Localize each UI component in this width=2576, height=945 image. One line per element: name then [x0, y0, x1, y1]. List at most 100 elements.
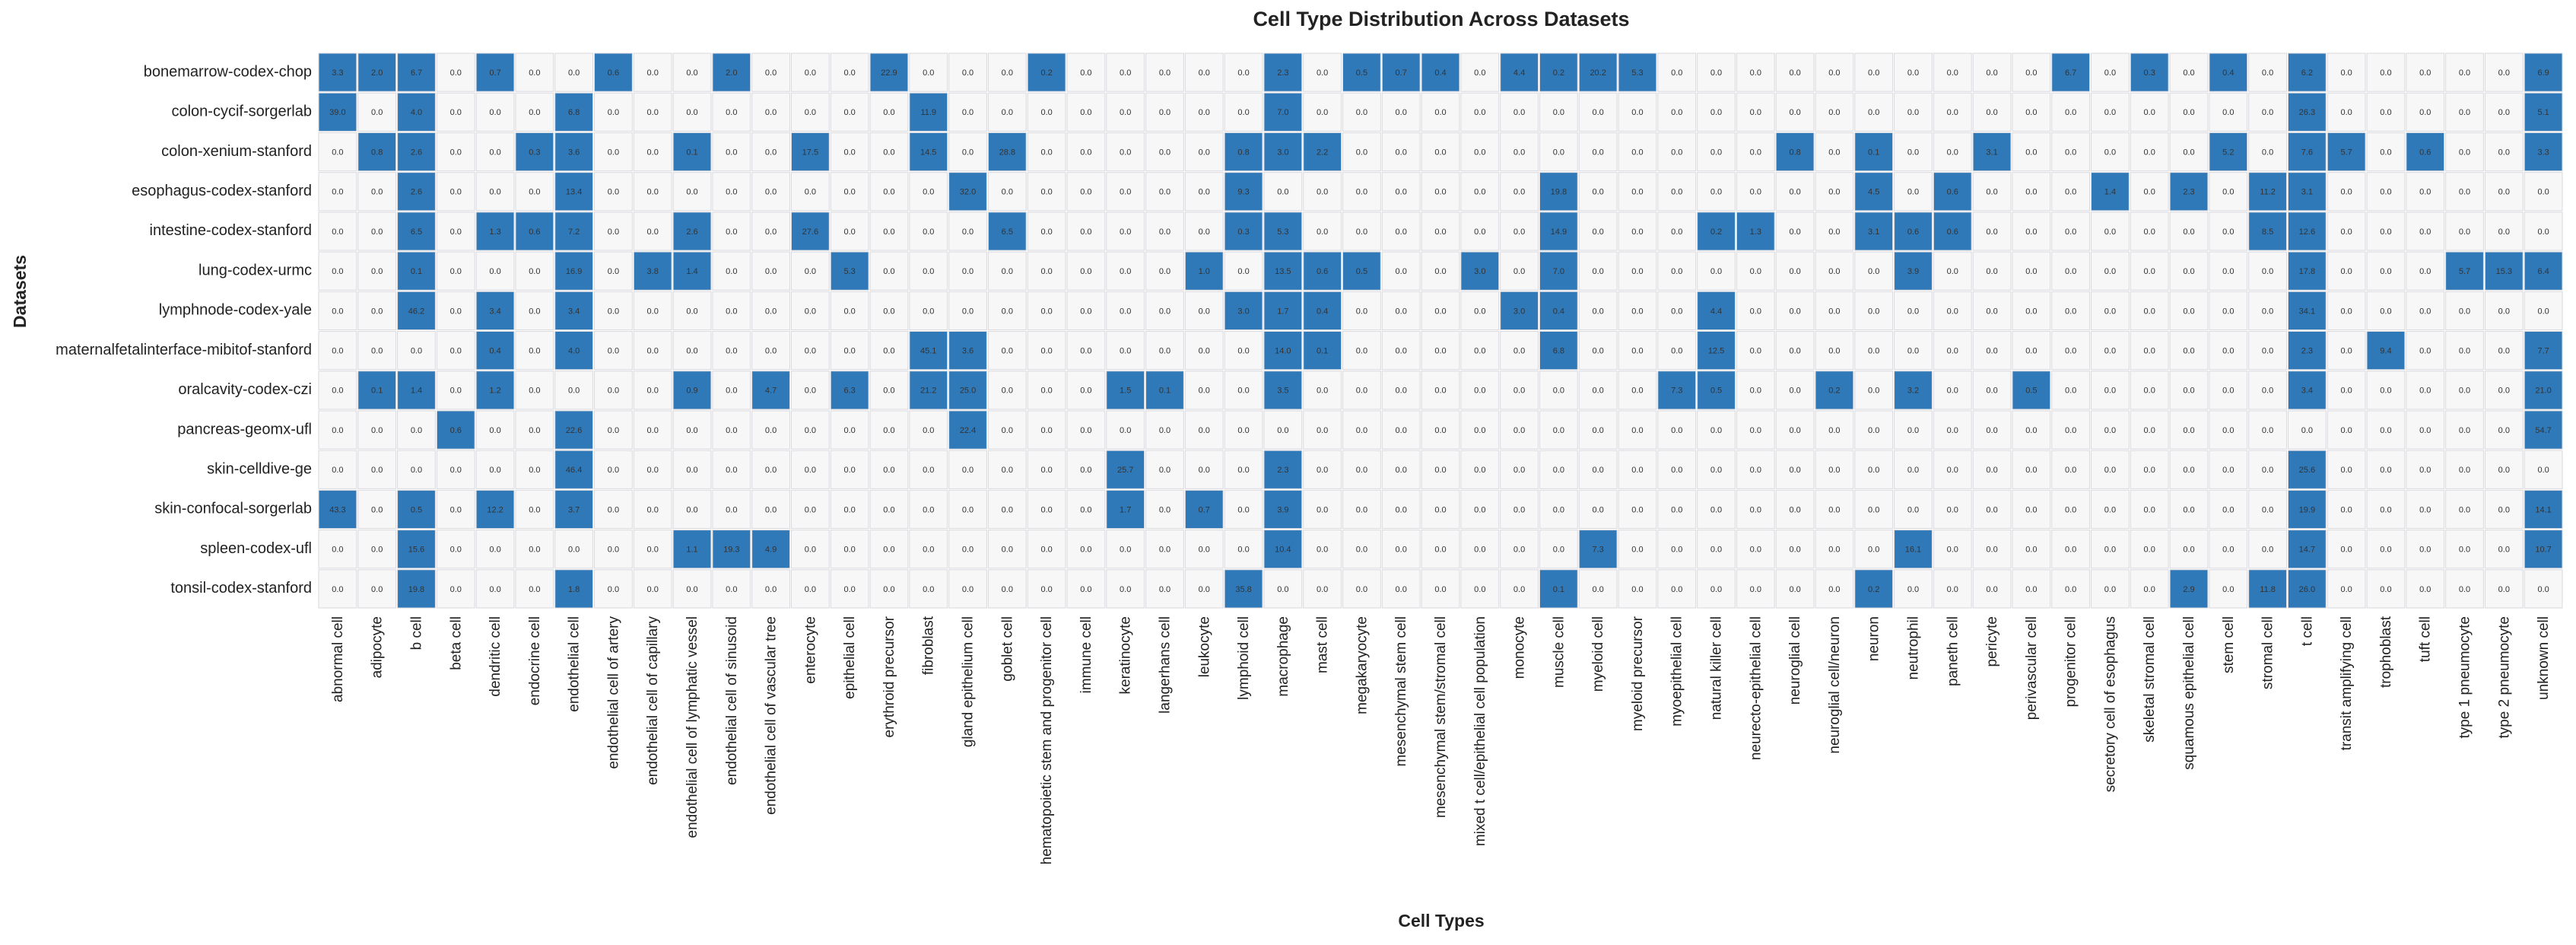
- heatmap-cell: [1578, 132, 1618, 172]
- heatmap-cell: [1972, 212, 2012, 251]
- cell-value-label: 4.0: [411, 108, 422, 117]
- cell-value-label: 0.0: [1750, 68, 1761, 78]
- cell-value-label: 0.0: [1947, 347, 1958, 356]
- heatmap-cell: [987, 410, 1027, 450]
- cell-value-label: 0.6: [529, 228, 540, 237]
- cell-value-label: 0.0: [608, 505, 619, 514]
- cell-value-label: 0.0: [1317, 426, 1328, 435]
- cell-value-label: 0.0: [2065, 387, 2076, 396]
- cell-value-label: 0.0: [1593, 466, 1604, 475]
- heatmap-cell: [554, 489, 594, 530]
- heatmap-cell: [1106, 410, 1145, 450]
- cell-value-label: 0.0: [923, 546, 934, 555]
- heatmap-cell: [475, 132, 515, 172]
- heatmap-cell: [1815, 92, 1854, 132]
- cell-value-label: 0.0: [2262, 347, 2273, 356]
- cell-value-label: 0.0: [1317, 228, 1328, 237]
- cell-value-label: 0.0: [2183, 68, 2194, 78]
- heatmap-cell: [475, 251, 515, 291]
- cell-value-label: 0.0: [1710, 585, 1722, 594]
- cell-value-label: 0.0: [2144, 188, 2155, 197]
- cell-value-label: 0.0: [686, 426, 697, 435]
- cell-value-label: 0.0: [923, 585, 934, 594]
- heatmap-cell: [790, 92, 830, 132]
- cell-value-label: 0.0: [1474, 307, 1485, 316]
- cell-value-label: 0.0: [1434, 347, 1446, 356]
- heatmap-cell: [909, 371, 948, 410]
- y-axis-title: Datasets: [10, 255, 30, 328]
- heatmap-cell: [397, 92, 436, 132]
- cell-value-label: 0.0: [2537, 228, 2549, 237]
- cell-value-label: 0.0: [450, 188, 462, 197]
- heatmap-cell: [436, 212, 475, 251]
- column-label: paneth cell: [1945, 616, 1961, 686]
- heatmap-cell: [987, 132, 1027, 172]
- cell-value-label: 0.0: [1553, 505, 1564, 514]
- cell-value-label: 2.2: [1317, 148, 1328, 157]
- cell-value-label: 0.0: [1750, 267, 1761, 276]
- cell-value-label: 0.0: [2498, 228, 2510, 237]
- row-label: skin-celldive-ge: [207, 461, 312, 478]
- cell-value-label: 0.0: [923, 307, 934, 316]
- column-label: erythroid precursor: [881, 616, 897, 737]
- heatmap-cell: [1618, 291, 1657, 330]
- heatmap-cell: [1815, 410, 1854, 450]
- heatmap-cell: [2130, 331, 2169, 371]
- heatmap-cell: [1578, 291, 1618, 330]
- column-label: monocyte: [1512, 616, 1528, 679]
- heatmap-cell: [2248, 172, 2287, 212]
- cell-value-label: 0.0: [2537, 307, 2549, 316]
- heatmap-cell: [672, 569, 712, 609]
- heatmap-cell: [2287, 410, 2327, 450]
- heatmap-cell: [2130, 450, 2169, 489]
- cell-value-label: 3.5: [1277, 387, 1288, 396]
- heatmap-cell: [948, 530, 987, 569]
- cell-value-label: 0.0: [1434, 148, 1446, 157]
- heatmap-cell: [633, 331, 672, 371]
- heatmap-cell: [830, 291, 869, 330]
- heatmap-cell: [751, 450, 790, 489]
- heatmap-cell: [1736, 331, 1775, 371]
- cell-value-label: 0.0: [489, 546, 500, 555]
- heatmap-cell: [1618, 410, 1657, 450]
- cell-value-label: 0.0: [1474, 108, 1485, 117]
- heatmap-cell: [2524, 172, 2563, 212]
- cell-value-label: 0.0: [529, 267, 540, 276]
- heatmap-cell: [1697, 450, 1736, 489]
- row-label: lymphnode-codex-yale: [159, 302, 312, 319]
- heatmap-cell: [2484, 212, 2524, 251]
- cell-value-label: 6.5: [411, 228, 422, 237]
- cell-value-label: 0.3: [1237, 228, 1249, 237]
- heatmap-cell: [1381, 212, 1421, 251]
- heatmap-cell: [948, 251, 987, 291]
- heatmap-cell: [594, 251, 633, 291]
- column-label: mesenchymal stem cell: [1393, 616, 1409, 766]
- row-label: oralcavity-codex-czi: [178, 381, 312, 398]
- heatmap-cell: [1263, 291, 1303, 330]
- cell-value-label: 0.0: [726, 108, 737, 117]
- cell-value-label: 0.0: [962, 148, 974, 157]
- cell-value-label: 10.4: [1275, 546, 1291, 555]
- column-label: t cell: [2299, 616, 2315, 646]
- heatmap-cell: [2484, 132, 2524, 172]
- cell-value-label: 0.0: [686, 347, 697, 356]
- cell-value-label: 0.0: [647, 307, 659, 316]
- cell-value-label: 0.0: [1947, 585, 1958, 594]
- cell-value-label: 0.0: [1237, 466, 1249, 475]
- cell-value-label: 0.0: [1040, 585, 1052, 594]
- cell-value-label: 0.0: [1828, 228, 1840, 237]
- heatmap-cell: [554, 132, 594, 172]
- heatmap-cell: [1106, 251, 1145, 291]
- cell-value-label: 0.0: [1120, 307, 1131, 316]
- cell-value-label: 6.2: [2301, 68, 2313, 78]
- heatmap-cell: [1775, 132, 1815, 172]
- cell-value-label: 0.0: [1750, 466, 1761, 475]
- heatmap-cell: [948, 450, 987, 489]
- cell-value-label: 0.0: [1237, 546, 1249, 555]
- cell-value-label: 0.0: [2341, 267, 2352, 276]
- cell-value-label: 0.0: [1040, 108, 1052, 117]
- heatmap-cell: [1421, 410, 1460, 450]
- heatmap-cell: [1539, 92, 1578, 132]
- cell-value-label: 7.3: [1593, 546, 1604, 555]
